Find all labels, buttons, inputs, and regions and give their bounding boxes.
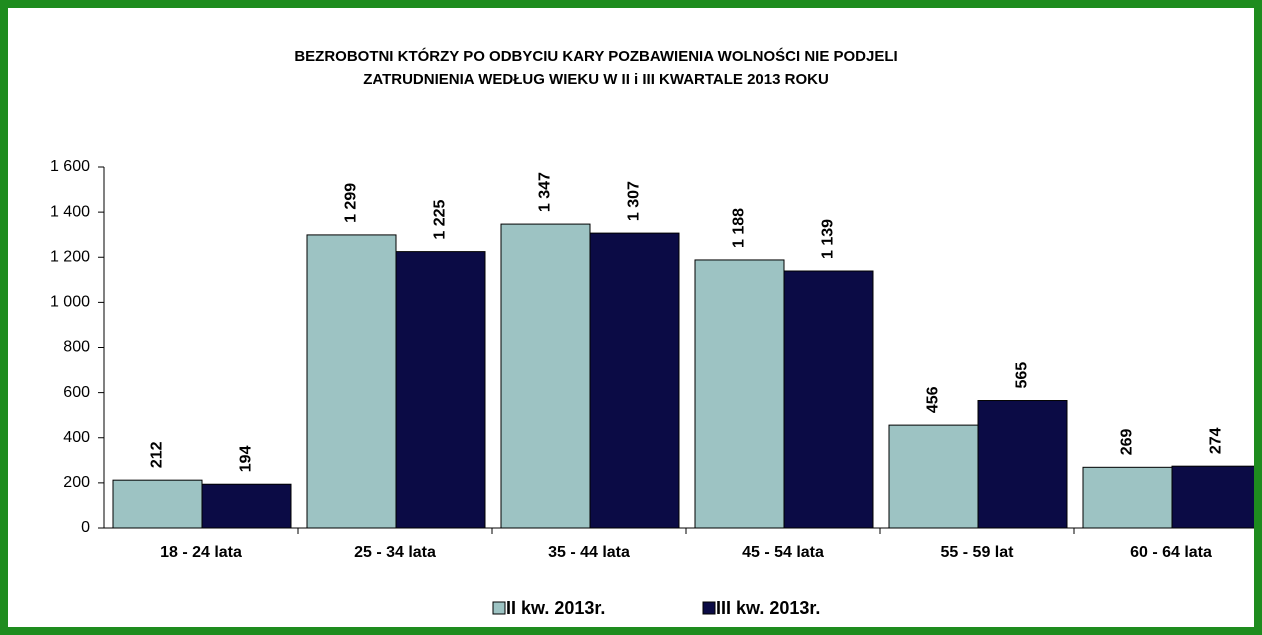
value-label: 456: [925, 386, 942, 413]
x-tick-label: 45 - 54 lata: [742, 544, 824, 561]
bar: [1171, 465, 1254, 529]
legend-label: III kw. 2013r.: [716, 598, 820, 618]
bar: [500, 223, 591, 529]
bar: [201, 483, 292, 529]
legend-swatch: [492, 601, 506, 615]
y-tick-label: 800: [63, 339, 90, 356]
y-tick-label: 0: [81, 519, 90, 536]
value-label: 269: [1119, 429, 1136, 456]
y-tick-label: 1 400: [50, 203, 90, 220]
bar: [783, 270, 874, 529]
y-tick-label: 1 600: [50, 158, 90, 175]
chart-title: BEZROBOTNI KTÓRZY PO ODBYCIU KARY POZBAW…: [294, 47, 897, 65]
y-tick-label: 400: [63, 429, 90, 446]
bar: [112, 479, 203, 529]
bar: [306, 234, 397, 529]
value-label: 212: [149, 441, 166, 468]
value-label: 1 347: [537, 172, 554, 212]
bar: [888, 424, 979, 529]
value-label: 1 299: [343, 183, 360, 223]
bar: [694, 259, 785, 529]
x-tick-label: 35 - 44 lata: [548, 544, 630, 561]
x-tick-label: 55 - 59 lat: [941, 544, 1015, 561]
legend-swatch: [702, 601, 716, 615]
value-label: 1 139: [820, 219, 837, 259]
y-tick-label: 1 000: [50, 294, 90, 311]
y-tick-label: 1 200: [50, 248, 90, 265]
x-tick-label: 60 - 64 lata: [1130, 544, 1212, 561]
value-label: 274: [1208, 427, 1225, 454]
bar: [1082, 466, 1173, 529]
x-tick-label: 25 - 34 lata: [354, 544, 436, 561]
value-label: 1 225: [432, 199, 449, 239]
y-tick-label: 200: [63, 474, 90, 491]
value-label: 565: [1014, 362, 1031, 389]
value-label: 194: [238, 445, 255, 472]
legend-label: II kw. 2013r.: [506, 598, 605, 618]
chart-title: ZATRUDNIENIA WEDŁUG WIEKU W II i III KWA…: [363, 71, 829, 88]
bar: [977, 400, 1068, 529]
plot: 212 194 1 299 1 225 1 347 1 307 1 188 1 139 456 5…: [112, 172, 1254, 534]
bar: [395, 251, 486, 529]
value-label: 1 307: [626, 181, 643, 221]
y-tick-label: 600: [63, 384, 90, 401]
value-label: 1 188: [731, 208, 748, 248]
x-tick-label: 18 - 24 lata: [160, 544, 242, 561]
bar: [589, 232, 680, 529]
